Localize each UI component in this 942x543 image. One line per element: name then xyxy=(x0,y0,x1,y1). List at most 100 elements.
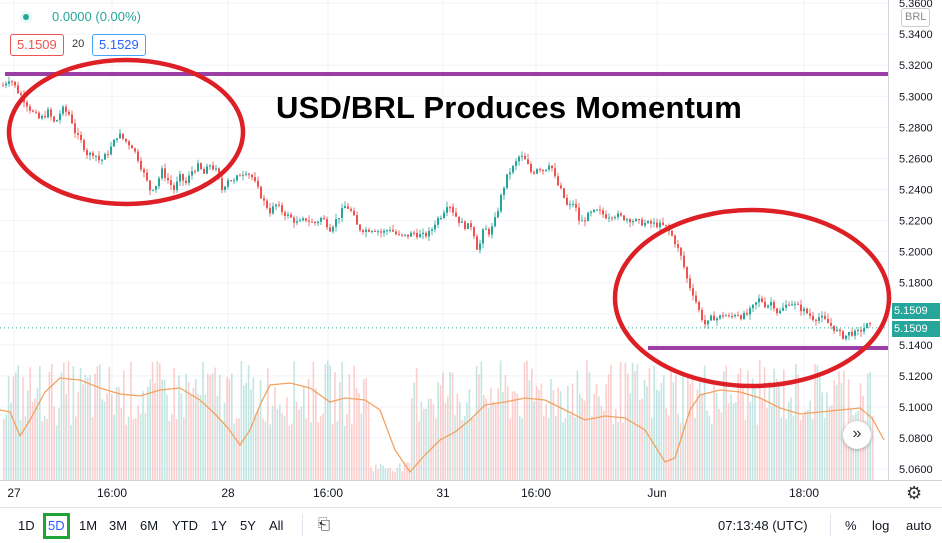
volume-bar xyxy=(430,398,432,480)
volume-bar xyxy=(87,377,89,480)
volume-bar xyxy=(396,467,399,480)
auto-toggle[interactable]: auto xyxy=(906,518,932,533)
volume-bar xyxy=(636,364,639,480)
volume-moving-average xyxy=(0,377,885,474)
candle-body xyxy=(650,221,652,224)
candle-body xyxy=(50,109,52,117)
volume-bar xyxy=(65,394,67,480)
toolbar-divider-2 xyxy=(830,514,831,536)
candle-body xyxy=(29,106,31,111)
volume-bar xyxy=(317,422,319,480)
candle-body xyxy=(554,168,556,177)
candle-body xyxy=(338,217,340,220)
candle-body xyxy=(380,231,382,233)
candle-body xyxy=(749,308,751,315)
bid-price[interactable]: 5.1509 xyxy=(10,34,64,56)
volume-bar xyxy=(754,388,756,480)
candle-body xyxy=(161,168,163,179)
range-1m[interactable]: 1M xyxy=(79,518,98,533)
candle-body xyxy=(698,301,700,310)
candle-body xyxy=(26,102,28,107)
volume-bar xyxy=(826,392,828,480)
volume-bar xyxy=(739,368,742,480)
volume-bar xyxy=(497,388,499,480)
range-5d[interactable]: 5D xyxy=(43,513,70,539)
volume-bar xyxy=(315,388,317,480)
candle-body xyxy=(503,187,505,195)
volume-bar xyxy=(58,407,60,480)
volume-bar xyxy=(495,403,497,480)
volume-bar xyxy=(125,424,127,480)
candle-body xyxy=(428,230,430,237)
market-status-icon xyxy=(20,11,32,23)
volume-bar xyxy=(415,367,418,480)
volume-bar xyxy=(562,422,564,480)
scroll-to-realtime-button[interactable]: » xyxy=(843,421,871,449)
candle-body xyxy=(758,298,760,303)
candle-body xyxy=(782,307,784,311)
price-change: 0.0000 (0.00%) xyxy=(52,9,141,24)
candle-body xyxy=(575,203,577,208)
ask-price[interactable]: 5.1529 xyxy=(92,34,146,56)
volume-bar xyxy=(151,362,154,480)
candle-body xyxy=(86,150,88,156)
volume-bar xyxy=(871,416,874,480)
candle-body xyxy=(530,163,532,173)
volume-bar xyxy=(622,422,624,480)
percent-toggle[interactable]: % xyxy=(845,518,857,533)
volume-bar xyxy=(639,399,641,480)
candle-body xyxy=(524,155,526,160)
volume-bar xyxy=(711,423,713,480)
calendar-icon[interactable]: ⎗ xyxy=(318,516,331,533)
gear-icon[interactable]: ⚙ xyxy=(906,483,923,503)
candle-body xyxy=(545,169,547,172)
volume-bar xyxy=(775,378,778,480)
candle-body xyxy=(743,312,745,320)
candle-body xyxy=(737,314,739,316)
range-all[interactable]: All xyxy=(269,518,284,533)
volume-bar xyxy=(804,411,807,480)
volume-bar xyxy=(442,372,444,480)
volume-bar xyxy=(41,421,43,480)
candle-body xyxy=(194,171,196,173)
range-3m[interactable]: 3M xyxy=(109,518,128,533)
volume-bar xyxy=(101,399,103,480)
candle-body xyxy=(320,217,322,222)
candle-body xyxy=(230,180,232,182)
y-tick-label: 5.3400 xyxy=(899,29,933,41)
candle-body xyxy=(512,165,514,173)
volume-bar xyxy=(187,382,190,480)
candle-body xyxy=(635,219,637,222)
range-ytd[interactable]: YTD xyxy=(172,518,198,533)
volume-bar xyxy=(353,365,355,480)
volume-bar xyxy=(718,408,720,480)
candle-body xyxy=(293,217,295,223)
volume-bar xyxy=(706,410,708,480)
volume-bar xyxy=(358,393,360,480)
candle-body xyxy=(605,214,607,219)
volume-bar xyxy=(372,471,375,480)
volume-bar xyxy=(413,382,415,480)
candle-body xyxy=(290,214,292,218)
volume-bar xyxy=(411,398,413,480)
candle-body xyxy=(542,169,544,172)
candle-body xyxy=(110,146,112,155)
volume-bar xyxy=(259,379,262,480)
range-1d[interactable]: 1D xyxy=(18,518,35,533)
candle-body xyxy=(365,229,367,233)
range-6m[interactable]: 6M xyxy=(140,518,159,533)
log-toggle[interactable]: log xyxy=(872,518,890,533)
range-5y[interactable]: 5Y xyxy=(240,518,256,533)
candle-body xyxy=(335,219,337,227)
volume-bar xyxy=(653,365,655,480)
candle-body xyxy=(14,81,16,86)
volume-bar xyxy=(226,376,228,480)
volume-bar xyxy=(691,374,694,480)
range-1y[interactable]: 1Y xyxy=(211,518,227,533)
candle-body xyxy=(323,217,325,220)
volume-bar xyxy=(418,421,420,480)
candle-body xyxy=(584,220,586,222)
volume-bar xyxy=(139,413,142,480)
volume-bar xyxy=(634,371,636,480)
